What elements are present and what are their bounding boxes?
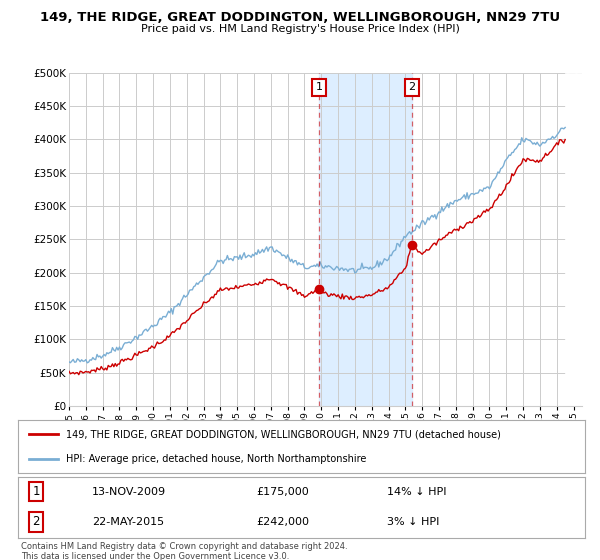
Text: 2: 2 (409, 82, 416, 92)
Text: 13-NOV-2009: 13-NOV-2009 (92, 487, 166, 497)
Text: 1: 1 (316, 82, 323, 92)
Text: Contains HM Land Registry data © Crown copyright and database right 2024.
This d: Contains HM Land Registry data © Crown c… (21, 542, 347, 560)
Text: 149, THE RIDGE, GREAT DODDINGTON, WELLINGBOROUGH, NN29 7TU (detached house): 149, THE RIDGE, GREAT DODDINGTON, WELLIN… (66, 430, 501, 440)
Text: 14% ↓ HPI: 14% ↓ HPI (386, 487, 446, 497)
Text: Price paid vs. HM Land Registry's House Price Index (HPI): Price paid vs. HM Land Registry's House … (140, 24, 460, 34)
Text: HPI: Average price, detached house, North Northamptonshire: HPI: Average price, detached house, Nort… (66, 454, 367, 464)
Text: 3% ↓ HPI: 3% ↓ HPI (386, 517, 439, 527)
Text: £242,000: £242,000 (256, 517, 309, 527)
Text: 2: 2 (32, 515, 40, 529)
Text: 1: 1 (32, 485, 40, 498)
Text: £175,000: £175,000 (256, 487, 309, 497)
Bar (565, 73, 582, 406)
Text: 22-MAY-2015: 22-MAY-2015 (92, 517, 164, 527)
Text: 149, THE RIDGE, GREAT DODDINGTON, WELLINGBOROUGH, NN29 7TU: 149, THE RIDGE, GREAT DODDINGTON, WELLIN… (40, 11, 560, 24)
Bar (319, 73, 412, 406)
